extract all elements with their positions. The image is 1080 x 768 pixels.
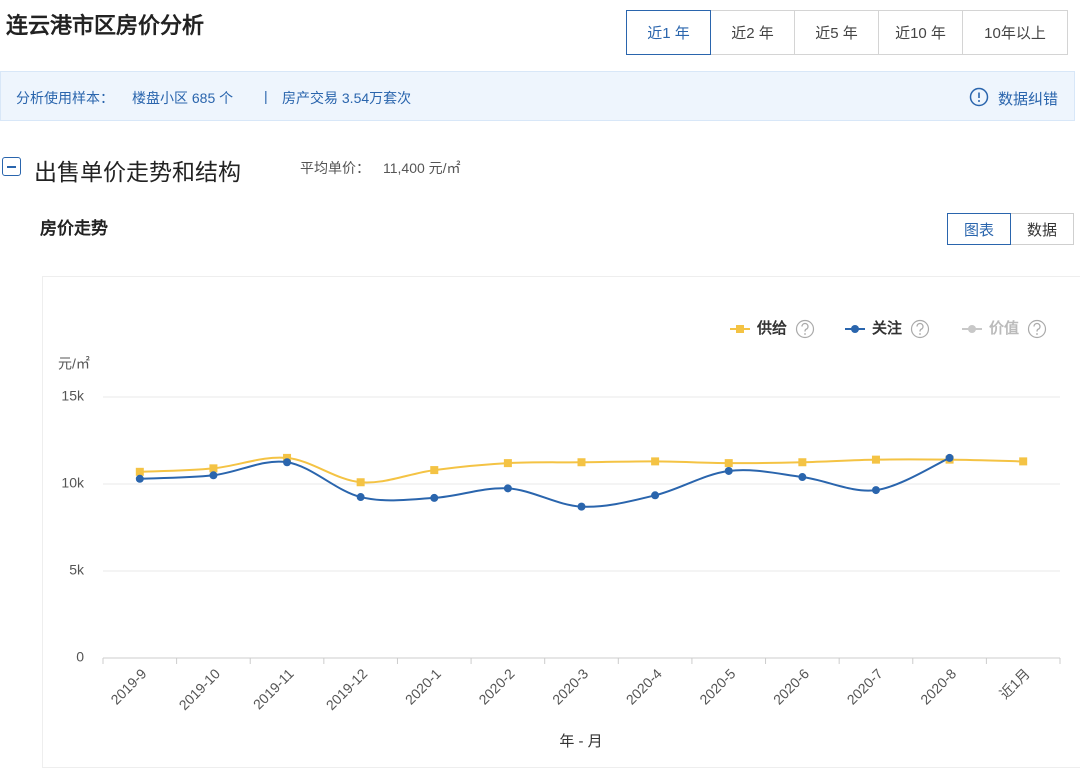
x-tick-label: 2019-12 bbox=[323, 665, 371, 713]
legend-help-icon bbox=[916, 322, 924, 332]
range-tab[interactable]: 近5 年 bbox=[794, 10, 879, 55]
x-tick-label: 2019-9 bbox=[107, 665, 149, 707]
range-tabs: 近1 年 近2 年 近5 年 近10 年 10年以上 bbox=[626, 10, 1068, 55]
point bbox=[798, 458, 807, 467]
info-sample: 楼盘小区 685 个 bbox=[132, 90, 234, 106]
x-tick-label: 2019-11 bbox=[250, 665, 297, 712]
point bbox=[577, 502, 586, 511]
point bbox=[503, 459, 512, 468]
x-axis-label: 年 - 月 bbox=[559, 733, 602, 750]
point bbox=[503, 484, 512, 493]
legend-help-icon bbox=[1033, 322, 1041, 332]
y-tick-label: 0 bbox=[76, 649, 84, 665]
legend-marker bbox=[851, 325, 859, 333]
point bbox=[724, 466, 733, 475]
point bbox=[135, 474, 144, 483]
legend-help-icon[interactable] bbox=[1027, 319, 1047, 339]
point bbox=[651, 457, 660, 466]
view-toggles: 图表 数据 bbox=[947, 213, 1074, 245]
point bbox=[871, 455, 880, 464]
x-tick-label: 2020-6 bbox=[770, 665, 812, 707]
legend-help-icon bbox=[1036, 333, 1038, 335]
avg-label: 平均单价： bbox=[300, 160, 370, 176]
legend-marker bbox=[968, 325, 976, 333]
info-icon[interactable] bbox=[969, 87, 989, 107]
avg-value: 11,400 元/㎡ bbox=[383, 160, 461, 176]
info-bar: 分析使用样本： 楼盘小区 685 个 | 房产交易 3.54万套次 数据纠错 bbox=[0, 71, 1075, 121]
point bbox=[135, 467, 144, 476]
point bbox=[1019, 457, 1028, 466]
legend-label: 价值 bbox=[989, 319, 1019, 337]
point bbox=[798, 473, 807, 482]
legend-label: 供给 bbox=[756, 319, 787, 337]
collapse-icon[interactable] bbox=[2, 157, 21, 176]
point bbox=[283, 458, 292, 467]
view-toggle[interactable]: 图表 bbox=[947, 213, 1011, 245]
legend-help-icon[interactable] bbox=[910, 319, 930, 339]
series-line bbox=[139, 456, 950, 508]
legend-help-icon bbox=[804, 333, 806, 335]
y-tick-label: 5k bbox=[69, 562, 85, 578]
point bbox=[724, 459, 733, 468]
point bbox=[945, 453, 954, 462]
x-tick-label: 近1月 bbox=[996, 665, 1033, 702]
point bbox=[577, 458, 586, 467]
point bbox=[430, 466, 439, 475]
page-title: 连云港市区房价分析 bbox=[6, 13, 205, 38]
x-tick-label: 2019-10 bbox=[176, 665, 224, 713]
range-tab[interactable]: 近1 年 bbox=[626, 10, 711, 55]
point bbox=[209, 471, 218, 480]
point bbox=[356, 493, 365, 502]
y-tick-label: 15k bbox=[61, 388, 85, 404]
point bbox=[356, 478, 365, 487]
point bbox=[209, 464, 218, 473]
section-title: 出售单价走势和结构 bbox=[34, 159, 241, 185]
legend-help-icon bbox=[801, 322, 809, 332]
legend-label: 关注 bbox=[872, 319, 902, 337]
x-tick-label: 2020-5 bbox=[696, 665, 738, 707]
point bbox=[871, 486, 880, 495]
point bbox=[651, 491, 660, 500]
legend-help-icon[interactable] bbox=[795, 319, 815, 339]
x-tick-label: 2020-7 bbox=[844, 665, 886, 707]
legend-marker bbox=[736, 325, 744, 333]
info-trades: 房产交易 3.54万套次 bbox=[282, 90, 412, 106]
x-tick-label: 2020-2 bbox=[475, 665, 517, 707]
info-action[interactable]: 数据纠错 bbox=[998, 91, 1059, 108]
info-label: 分析使用样本： bbox=[16, 90, 114, 106]
x-tick-label: 2020-3 bbox=[549, 665, 591, 707]
y-tick-label: 10k bbox=[61, 475, 85, 491]
point bbox=[283, 453, 292, 462]
info-separator: | bbox=[264, 88, 268, 104]
subsection-title: 房价走势 bbox=[40, 219, 108, 238]
y-axis-label: 元/㎡ bbox=[58, 356, 90, 372]
legend-help-icon bbox=[919, 333, 921, 335]
x-tick-label: 2020-1 bbox=[402, 665, 444, 707]
range-tab[interactable]: 10年以上 bbox=[962, 10, 1068, 55]
x-tick-label: 2020-8 bbox=[917, 665, 959, 707]
point bbox=[430, 493, 439, 502]
x-tick-label: 2020-4 bbox=[623, 665, 665, 707]
